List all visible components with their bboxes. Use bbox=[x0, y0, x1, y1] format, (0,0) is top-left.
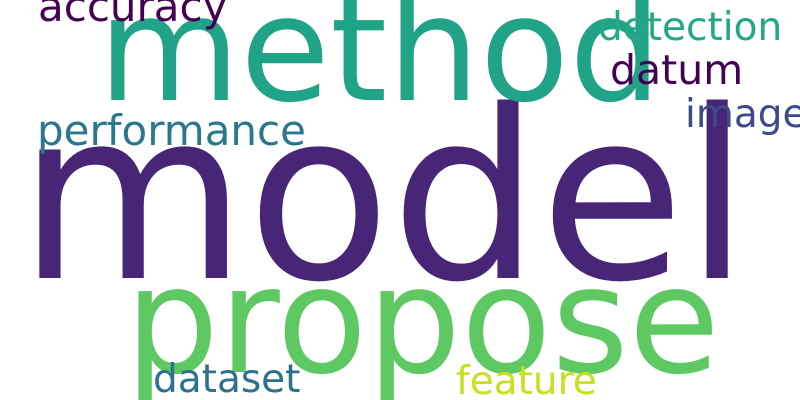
word-model: model bbox=[18, 61, 750, 334]
word-propose: propose bbox=[125, 235, 720, 400]
word-method: method bbox=[98, 0, 662, 135]
word-accuracy: accuracy bbox=[38, 0, 228, 31]
word-image: image bbox=[685, 92, 800, 137]
word-feature: feature bbox=[456, 359, 597, 400]
word-dataset: dataset bbox=[153, 357, 301, 400]
word-performance: performance bbox=[37, 106, 306, 155]
word-detection: detection bbox=[598, 5, 783, 50]
word-datum: datum bbox=[610, 46, 744, 94]
